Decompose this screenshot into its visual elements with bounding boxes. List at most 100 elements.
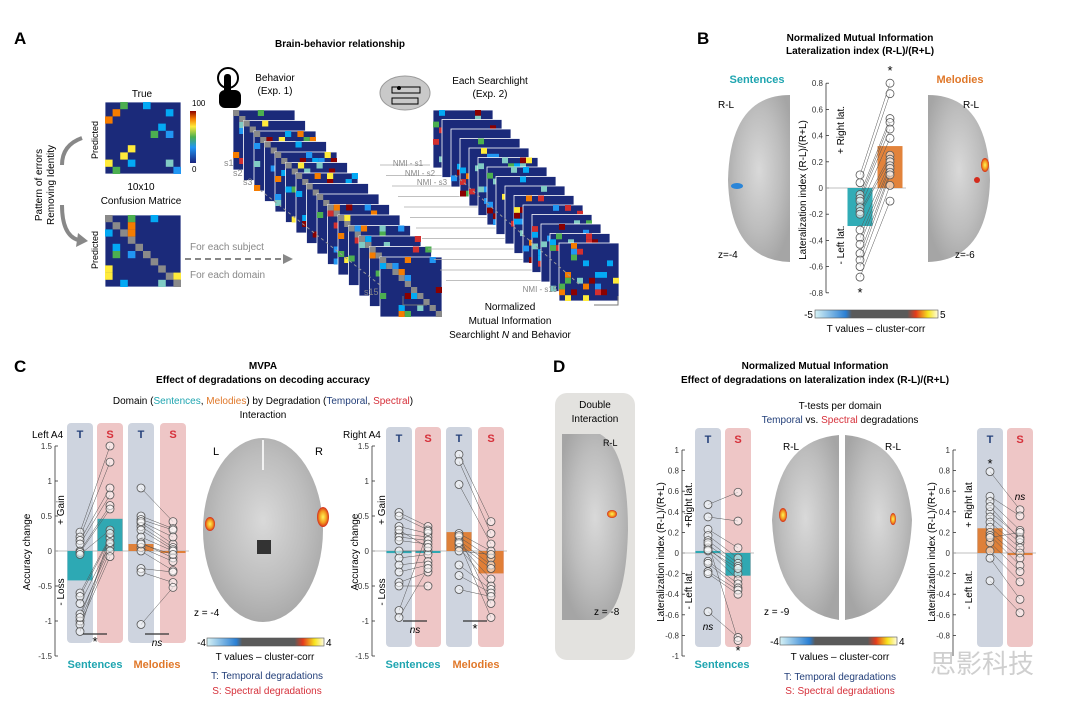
matrix-cell [404, 275, 411, 281]
subject-pair-line [458, 536, 492, 559]
matrix-cell [302, 221, 309, 227]
matrix-cell [324, 152, 331, 158]
subject-pair-line [859, 118, 891, 195]
subject-pair-line [859, 201, 891, 278]
matrix-cell [423, 299, 430, 305]
chart-b: -0.8 -0.6 -0.4 -0.2 0 0.2 0.4 0.6 0.8 * * [809, 63, 906, 300]
matrix-cell [592, 239, 598, 246]
matrix-cell [285, 162, 292, 169]
subject-pair-line [458, 461, 492, 534]
nmi-caption-2: Mutual Information [469, 316, 552, 327]
matrix-cell [487, 201, 493, 208]
matrix-cell [285, 131, 292, 137]
spectral-header: S [487, 433, 494, 445]
matrix-cell [404, 257, 411, 263]
subject-point [105, 457, 115, 467]
cb-min-d: -4 [770, 637, 779, 648]
melodies-label: Melodies [936, 74, 983, 86]
matrix-cell [502, 157, 508, 164]
activation-cluster-double [607, 510, 617, 518]
matrix-cell [514, 163, 520, 170]
subject-point [855, 170, 865, 180]
sub-close: ) [410, 396, 413, 407]
subject-pair-line [398, 568, 429, 618]
matrix-cell [302, 215, 309, 221]
subject-point [105, 441, 115, 451]
matrix-cell [345, 179, 352, 185]
activation-cluster-hot-1 [981, 158, 989, 172]
matrix-cell [105, 229, 113, 237]
nmi-bracket-right [594, 296, 619, 306]
panel-label-c: C [14, 357, 26, 376]
subject-point [733, 564, 743, 573]
subject-point [136, 483, 146, 493]
matrix-cell [607, 260, 613, 267]
matrix-cell [589, 277, 595, 284]
cb-max-c: 4 [326, 638, 332, 649]
panel-c-interaction: Interaction [240, 410, 287, 421]
y-tick-label: -1 [362, 617, 370, 626]
subject-pair-line [707, 491, 739, 505]
activation-cluster-right [317, 507, 329, 527]
matrix-cell [296, 173, 303, 179]
cb-max-b: 5 [940, 310, 946, 321]
matrix-cell [127, 159, 136, 167]
subject-label-s15: s15 [364, 287, 379, 297]
z-label-double: z = -8 [594, 607, 620, 618]
matrix-cell [112, 166, 121, 174]
rl-label-d-left: R-L [783, 442, 800, 453]
panel-d-title-1: Normalized Mutual Information [742, 361, 889, 372]
subject-point [1015, 528, 1025, 537]
panel-b-title-1: Normalized Mutual Information [787, 33, 934, 44]
matrix-cell [135, 243, 143, 251]
sub-comma-2: , [368, 396, 374, 407]
matrix-cell [346, 204, 353, 211]
subject-pair-line [859, 93, 891, 183]
curved-arrow-bottom [60, 204, 79, 242]
subject-pair-line [140, 487, 174, 522]
subject-pair-line [707, 573, 739, 595]
legend-temporal-c: T: Temporal degradations [211, 671, 323, 682]
matrix-cell [328, 168, 336, 175]
group-label-sentences: Sentences [694, 659, 749, 671]
matrix-cell [165, 159, 174, 167]
matrix-cell [158, 279, 166, 287]
subject-point [423, 527, 433, 536]
matrix-cell [380, 293, 387, 299]
brain-axial-c [203, 438, 329, 622]
subject-pair-line [707, 535, 739, 559]
subject-point [454, 480, 464, 489]
subject-point [703, 545, 713, 555]
matrix-cell [439, 110, 445, 116]
matrix-cell [127, 145, 136, 153]
matrix-cell [532, 243, 538, 250]
panel-c-subtitle: Domain (Sentences, Melodies) by Degradat… [113, 396, 413, 407]
side-label-1: Pattern of errors [34, 149, 45, 221]
subject-point [855, 239, 865, 249]
subject-pair-line [707, 547, 739, 574]
matrix-cell [254, 185, 261, 191]
subject-label-s1: s1 [224, 158, 234, 168]
matrix-cell [601, 289, 607, 296]
matrix-cell [493, 153, 499, 160]
left-roi-label: Left A4 [32, 430, 64, 441]
matrix-cell [317, 194, 324, 200]
subject-pair-line [859, 161, 891, 231]
subject-pair-line [989, 580, 1021, 613]
matrix-caption-1: 10x10 [127, 182, 155, 193]
matrix-cell [143, 102, 151, 110]
y-axis-label-d-left: Lateralization index (R-L)/(R+L) [656, 482, 667, 622]
subject-point [985, 533, 995, 542]
subject-pair-line [79, 462, 111, 538]
matrix-cell [565, 277, 571, 284]
significance-marker: * [735, 643, 740, 658]
rl-label-double: R-L [603, 438, 618, 448]
matrix-cell [380, 263, 387, 269]
subject-point [136, 620, 146, 629]
subject-point [703, 558, 713, 568]
panel-d-title-2: Effect of degradations on lateralization… [681, 375, 949, 386]
nmi-caption-3c: and Behavior [509, 330, 571, 341]
dashed-guide [454, 174, 581, 286]
matrix-cell [577, 277, 583, 284]
